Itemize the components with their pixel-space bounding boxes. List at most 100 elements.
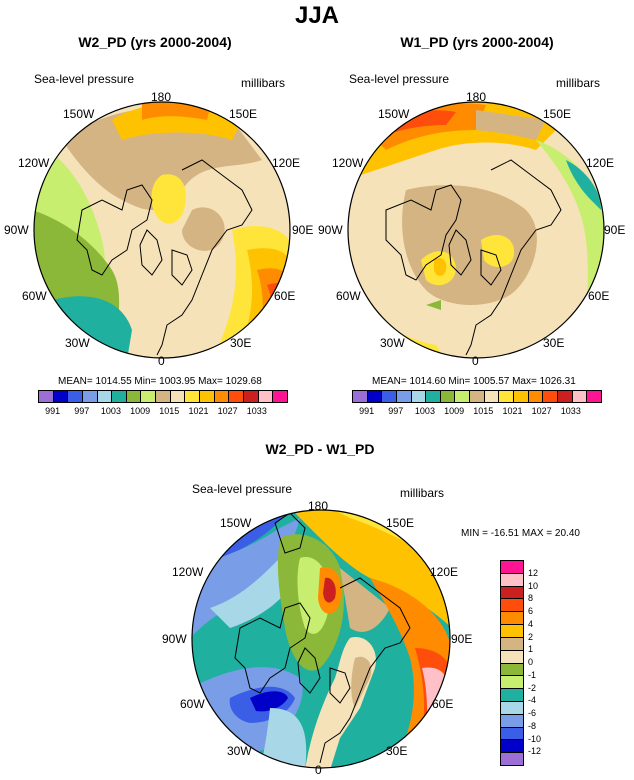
panel3-lon-120e: 120E xyxy=(430,565,459,579)
colorbar-tick-label: 1015 xyxy=(159,406,180,416)
colorbar-swatch xyxy=(572,391,588,402)
colorbar-swatch xyxy=(501,676,523,690)
colorbar-tick-label: 1027 xyxy=(531,406,552,416)
colorbar-swatch xyxy=(484,391,500,402)
colorbar-tick-label: 1003 xyxy=(100,406,121,416)
colorbar-tick-label: 1009 xyxy=(130,406,151,416)
colorbar-swatch xyxy=(141,391,157,402)
colorbar-tick-label: 1021 xyxy=(188,406,209,416)
colorbar-swatch xyxy=(501,612,523,626)
colorbar-swatch xyxy=(396,391,412,402)
panel3-lon-30w: 30W xyxy=(227,744,252,758)
panel1-title: W2_PD (yrs 2000-2004) xyxy=(78,34,232,50)
colorbar-tick-label: -12 xyxy=(528,746,542,757)
colorbar-swatch xyxy=(499,391,515,402)
colorbar-swatch xyxy=(501,625,523,638)
colorbar-swatch xyxy=(273,391,287,402)
panel3-variable-label: Sea-level pressure xyxy=(192,482,293,496)
panel3-lon-30e: 30E xyxy=(386,744,408,758)
colorbar-tick-label: -8 xyxy=(528,720,537,731)
colorbar-swatch xyxy=(528,391,544,402)
colorbar-tick-label: -4 xyxy=(528,695,537,706)
panel2-lon-30e: 30E xyxy=(543,336,565,350)
colorbar-swatch xyxy=(82,391,98,402)
colorbar-swatch xyxy=(587,391,601,402)
colorbar-swatch xyxy=(543,391,558,402)
panel1-lon-60e: 60E xyxy=(274,289,296,303)
panel3-lon-60e: 60E xyxy=(432,697,454,711)
colorbar-swatch xyxy=(97,391,113,402)
colorbar-swatch xyxy=(367,391,383,402)
colorbar-swatch xyxy=(382,391,397,402)
panel1-lon-120w: 120W xyxy=(18,156,50,170)
colorbar-swatch xyxy=(170,391,186,402)
colorbar-tick-label: 991 xyxy=(45,406,61,416)
panel3-lon-0: 0 xyxy=(315,763,322,777)
colorbar-tick-label: -10 xyxy=(528,733,542,744)
colorbar-swatch xyxy=(557,391,573,402)
panel1-lon-0: 0 xyxy=(158,354,165,368)
colorbar-swatch xyxy=(185,391,201,402)
panel1-colorbar xyxy=(38,390,288,403)
colorbar-tick-label: 12 xyxy=(528,567,539,578)
colorbar-swatch xyxy=(440,391,456,402)
colorbar-tick-label: 997 xyxy=(74,406,90,416)
panel1-lon-60w: 60W xyxy=(22,289,47,303)
colorbar-tick-label: 1021 xyxy=(502,406,523,416)
colorbar-swatch xyxy=(53,391,69,402)
colorbar-swatch xyxy=(514,391,529,402)
panel3-title: W2_PD - W1_PD xyxy=(265,441,375,457)
colorbar-swatch xyxy=(501,727,523,741)
panel1-units-label: millibars xyxy=(241,76,286,90)
colorbar-tick-label: 1033 xyxy=(560,406,581,416)
panel2-stats: MEAN= 1014.60 Min= 1005.57 Max= 1026.31 xyxy=(372,376,576,387)
panel3-units-label: millibars xyxy=(400,486,445,500)
panel3-lon-150w: 150W xyxy=(220,516,252,530)
panel3-colorbar xyxy=(500,560,524,766)
panel2-lon-150e: 150E xyxy=(543,107,572,121)
colorbar-swatch xyxy=(501,740,523,754)
colorbar-swatch xyxy=(426,391,441,402)
panel1-polar-map xyxy=(33,101,291,359)
panel1-stats: MEAN= 1014.55 Min= 1003.95 Max= 1029.68 xyxy=(58,376,262,387)
colorbar-swatch xyxy=(156,391,171,402)
panel1-lon-120e: 120E xyxy=(272,156,301,170)
colorbar-swatch xyxy=(501,637,523,651)
colorbar-swatch xyxy=(455,391,471,402)
colorbar-tick-label: 6 xyxy=(528,606,534,616)
colorbar-tick-label: 1027 xyxy=(217,406,238,416)
panel1-lon-30e: 30E xyxy=(230,336,252,350)
panel3-colorbar-labels: 12 10 8 6 4 2 1 0 -1 -2 -4 -6 -8 -10 -12 xyxy=(528,560,568,764)
colorbar-swatch xyxy=(501,663,523,677)
colorbar-tick-label: 1003 xyxy=(414,406,435,416)
panel2-lon-150w: 150W xyxy=(378,107,410,121)
panel1-lon-150e: 150E xyxy=(229,107,258,121)
colorbar-tick-label: 4 xyxy=(528,618,534,629)
panel1-lon-90w: 90W xyxy=(4,223,29,237)
colorbar-tick-label: -2 xyxy=(528,682,537,693)
colorbar-tick-label: 1 xyxy=(528,644,534,655)
panel3-lon-60w: 60W xyxy=(180,697,205,711)
panel1-lon-30w: 30W xyxy=(65,336,90,350)
panel3-stats: MIN = -16.51 MAX = 20.40 xyxy=(461,528,580,539)
panel2-colorbar xyxy=(352,390,602,403)
colorbar-tick-label: 2 xyxy=(528,631,534,642)
panel2-polar-map xyxy=(347,101,605,359)
colorbar-swatch xyxy=(39,391,54,402)
panel2-title: W1_PD (yrs 2000-2004) xyxy=(400,34,554,50)
colorbar-swatch xyxy=(501,650,523,664)
colorbar-swatch xyxy=(126,391,142,402)
colorbar-tick-label: 1033 xyxy=(246,406,267,416)
colorbar-swatch xyxy=(501,753,523,765)
colorbar-swatch xyxy=(258,391,274,402)
colorbar-swatch xyxy=(501,561,523,574)
panel1-lon-150w: 150W xyxy=(63,107,95,121)
panel2-lon-60e: 60E xyxy=(588,289,610,303)
panel2-lon-120e: 120E xyxy=(586,156,615,170)
colorbar-swatch xyxy=(411,391,427,402)
colorbar-swatch xyxy=(243,391,259,402)
panel3-lon-90e: 90E xyxy=(451,632,473,646)
colorbar-swatch xyxy=(214,391,230,402)
colorbar-tick-label: -6 xyxy=(528,708,537,718)
panel2-lon-60w: 60W xyxy=(336,289,361,303)
